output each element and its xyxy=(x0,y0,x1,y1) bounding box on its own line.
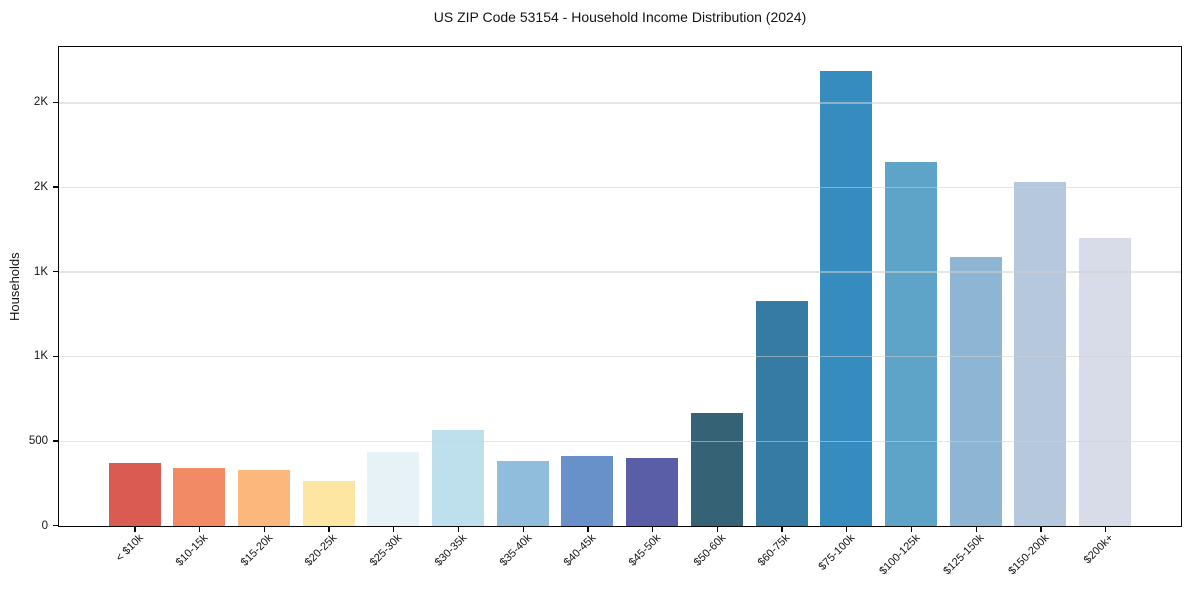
x-tick-mark xyxy=(716,527,719,532)
x-tick-label: $35-40k xyxy=(497,532,534,569)
x-tick-label: $45-50k xyxy=(626,532,664,569)
bar xyxy=(949,256,1002,526)
y-tick-label: 2K xyxy=(33,180,48,193)
x-tick-label: $60-75k xyxy=(755,532,793,569)
bar xyxy=(496,460,549,526)
x-tick-mark xyxy=(393,527,395,532)
gridline xyxy=(59,271,1181,273)
x-tick-mark xyxy=(652,527,654,532)
bar xyxy=(367,451,420,526)
gridline xyxy=(59,186,1181,189)
x-tick-mark xyxy=(328,527,330,532)
bar xyxy=(820,70,873,526)
gridline xyxy=(59,102,1181,104)
x-tick-label: $150-200k xyxy=(1006,532,1052,578)
y-tick-label: 1K xyxy=(33,265,48,278)
x-tick-label: $30-35k xyxy=(432,532,470,569)
x-tick-mark xyxy=(134,527,136,532)
x-tick-mark xyxy=(522,527,524,532)
y-tick-label: 500 xyxy=(28,434,48,447)
x-tick-mark xyxy=(975,527,977,532)
y-tick-mark xyxy=(53,440,58,442)
y-tick-mark xyxy=(53,101,58,103)
bar xyxy=(1079,238,1132,526)
x-tick-mark xyxy=(910,527,913,532)
y-tick-mark xyxy=(53,270,58,273)
x-tick-mark xyxy=(457,527,460,532)
x-tick-label: $50-60k xyxy=(691,532,728,569)
y-tick-label: 1K xyxy=(33,350,48,363)
x-tick-mark xyxy=(846,527,848,532)
bar xyxy=(755,300,808,526)
gridline xyxy=(59,440,1181,443)
bar xyxy=(885,162,938,526)
y-tick-label: 2K xyxy=(33,96,48,109)
x-tick-mark xyxy=(1105,527,1107,532)
x-tick-label: < $10k xyxy=(113,532,146,565)
x-tick-mark xyxy=(1040,527,1042,532)
plot-area xyxy=(58,46,1182,527)
x-tick-mark xyxy=(199,527,201,532)
y-tick-mark xyxy=(53,186,58,188)
x-tick-label: $200k+ xyxy=(1081,532,1117,567)
bar xyxy=(302,481,355,526)
bar xyxy=(432,430,485,526)
bar xyxy=(690,412,743,526)
bar xyxy=(173,468,226,526)
bar xyxy=(626,458,679,526)
x-tick-label: $125-150k xyxy=(941,532,987,578)
bar xyxy=(108,462,161,526)
bar xyxy=(1014,182,1067,526)
x-tick-label: $100-125k xyxy=(876,532,923,578)
x-tick-label: $75-100k xyxy=(816,532,858,573)
x-tick-mark xyxy=(587,527,589,532)
x-tick-label: $20-25k xyxy=(303,532,340,569)
bar xyxy=(561,455,614,526)
x-tick-label: $10-15k xyxy=(173,532,211,569)
x-tick-label: $40-45k xyxy=(561,532,599,569)
chart-title: US ZIP Code 53154 - Household Income Dis… xyxy=(433,9,807,25)
x-tick-mark xyxy=(263,527,266,532)
bar xyxy=(237,470,290,526)
x-tick-label: $25-30k xyxy=(367,532,405,569)
y-tick-mark xyxy=(53,524,58,527)
x-tick-mark xyxy=(781,527,783,532)
x-tick-label: $15-20k xyxy=(238,532,275,569)
gridline xyxy=(59,356,1181,358)
y-tick-mark xyxy=(53,355,58,357)
y-tick-label: 0 xyxy=(41,519,48,532)
y-axis-label: Households xyxy=(7,252,22,321)
